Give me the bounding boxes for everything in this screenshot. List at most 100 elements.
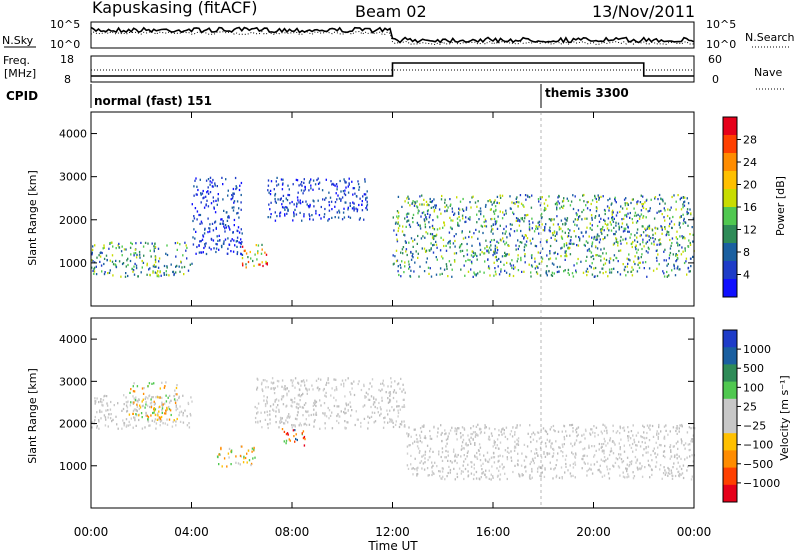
echo-cell xyxy=(481,225,484,228)
echo-cell xyxy=(207,190,209,193)
echo-cell xyxy=(392,216,394,219)
echo-cell xyxy=(545,223,547,226)
echo-cell xyxy=(462,470,464,473)
echo-cell xyxy=(308,388,310,391)
echo-cell xyxy=(123,422,125,425)
echo-cell xyxy=(683,200,686,203)
echo-cell xyxy=(626,202,628,205)
echo-cell xyxy=(482,471,484,474)
echo-cell xyxy=(604,222,607,225)
echo-cell xyxy=(518,245,520,248)
echo-cell xyxy=(589,264,591,268)
echo-cell xyxy=(358,186,361,189)
echo-cell xyxy=(642,215,645,218)
echo-cell xyxy=(655,456,657,459)
echo-cell xyxy=(675,429,677,433)
echo-cell xyxy=(687,266,690,269)
echo-cell xyxy=(269,413,271,416)
echo-cell xyxy=(515,443,518,446)
echo-cell xyxy=(466,253,469,256)
echo-cell xyxy=(652,435,655,438)
echo-cell xyxy=(555,474,558,477)
echo-cell xyxy=(274,194,276,197)
echo-cell xyxy=(141,427,144,430)
echo-cell xyxy=(302,392,304,395)
echo-cell xyxy=(397,227,400,230)
echo-cell xyxy=(447,450,449,453)
echo-cell xyxy=(544,429,547,432)
echo-cell xyxy=(283,388,285,391)
echo-cell xyxy=(618,456,621,459)
echo-cell xyxy=(523,237,525,240)
echo-cell xyxy=(211,185,214,188)
echo-cell xyxy=(676,432,678,435)
echo-cell xyxy=(463,255,465,258)
echo-cell xyxy=(403,404,405,407)
echo-cell xyxy=(655,256,658,259)
echo-cell xyxy=(491,465,493,468)
echo-cell xyxy=(451,268,453,271)
echo-cell xyxy=(600,217,602,220)
echo-cell xyxy=(584,428,587,431)
echo-cell xyxy=(147,418,149,421)
echo-cell xyxy=(397,222,399,225)
noise-right-label: N.Search xyxy=(745,31,795,44)
echo-cell xyxy=(394,380,396,383)
echo-cell xyxy=(662,200,664,203)
echo-cell xyxy=(344,427,347,430)
echo-cell xyxy=(494,199,496,202)
echo-cell xyxy=(273,392,276,395)
echo-cell xyxy=(427,474,429,477)
echo-region-2 xyxy=(191,176,244,256)
echo-cell xyxy=(349,204,351,207)
echo-cell xyxy=(502,237,504,240)
echo-cell xyxy=(598,214,600,217)
echo-cell xyxy=(496,444,498,447)
colorbar-swatch xyxy=(723,467,737,486)
echo-cell xyxy=(611,218,613,221)
echo-cell xyxy=(347,377,349,380)
echo-cell xyxy=(228,226,230,229)
echo-cell xyxy=(669,444,672,447)
echo-cell xyxy=(582,194,584,197)
echo-cell xyxy=(392,254,394,257)
echo-cell xyxy=(342,190,345,193)
echo-cell xyxy=(230,451,233,454)
echo-cell xyxy=(564,217,566,220)
echo-cell xyxy=(148,394,151,397)
echo-cell xyxy=(470,206,472,209)
echo-cell xyxy=(301,432,303,435)
echo-cell xyxy=(687,443,689,446)
echo-cell xyxy=(422,454,425,457)
echo-cell xyxy=(490,244,492,247)
echo-cell xyxy=(505,241,508,244)
echo-cell xyxy=(692,460,695,463)
echo-cell xyxy=(444,433,446,436)
echo-cell xyxy=(230,239,232,243)
echo-cell xyxy=(678,249,680,253)
echo-cell xyxy=(629,444,631,447)
echo-cell xyxy=(287,421,289,424)
echo-cell xyxy=(587,468,590,472)
echo-cell xyxy=(594,432,596,435)
echo-cell xyxy=(552,233,554,237)
echo-cell xyxy=(313,408,315,411)
echo-cell xyxy=(488,427,491,430)
echo-cell xyxy=(640,256,642,259)
echo-cell xyxy=(421,211,424,215)
echo-cell xyxy=(341,218,344,221)
echo-cell xyxy=(562,451,564,454)
echo-cell xyxy=(408,223,411,226)
echo-cell xyxy=(659,464,662,467)
echo-cell xyxy=(279,212,281,215)
echo-cell xyxy=(423,198,425,201)
echo-cell xyxy=(685,257,688,260)
echo-cell xyxy=(476,451,478,455)
echo-cell xyxy=(205,252,208,256)
echo-cell xyxy=(461,208,464,211)
echo-cell xyxy=(583,461,585,464)
echo-cell xyxy=(132,402,135,405)
echo-cell xyxy=(383,417,385,420)
echo-cell xyxy=(484,260,486,263)
echo-cell xyxy=(599,464,601,467)
